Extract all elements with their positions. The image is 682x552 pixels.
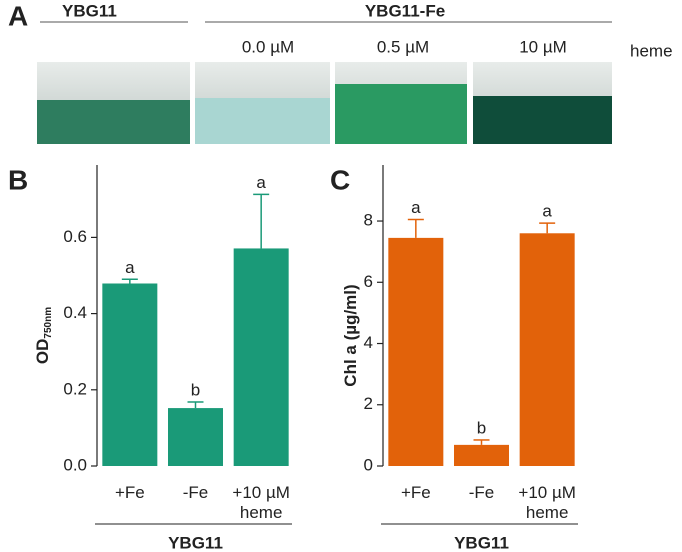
y-tick-label: 4 (364, 333, 373, 352)
significance-letter: a (125, 258, 135, 277)
significance-letter: b (477, 418, 486, 437)
panel-letter: B (8, 164, 28, 195)
condition-label: 0.5 µM (377, 37, 429, 56)
panel-letter: A (8, 0, 28, 31)
group-label: YBG11-Fe (365, 1, 445, 20)
error-bar (407, 218, 424, 238)
y-axis-label: OD750nm (33, 307, 53, 364)
bar (168, 408, 223, 466)
y-tick-label: 0 (364, 455, 373, 474)
y-tick-label: 8 (364, 211, 373, 230)
group-label: YBG11 (62, 1, 117, 20)
x-tick-label: +10 µM heme (232, 483, 290, 522)
y-tick-label: 0.2 (63, 379, 87, 398)
condition-label: 0.0 µM (242, 37, 294, 56)
error-bar (121, 278, 138, 284)
photos (37, 62, 612, 144)
x-tick-label: +Fe (114, 483, 145, 502)
condition-unit: heme (630, 41, 673, 60)
y-tick-label: 6 (364, 272, 373, 291)
significance-letter: a (411, 198, 421, 217)
bar (519, 233, 575, 466)
y-axis-label-text: Chl a (µg/ml) (341, 284, 360, 386)
error-bar (539, 222, 556, 234)
significance-letter: b (191, 380, 200, 399)
y-axis-label-sub: 750nm (43, 307, 54, 339)
x-tick-label: +Fe (400, 483, 431, 502)
y-tick-label: 0.0 (63, 455, 87, 474)
y-tick-label: 2 (364, 394, 373, 413)
bar (233, 248, 289, 466)
condition-label: 10 µM (519, 37, 567, 56)
group-label: YBG11 (168, 533, 223, 552)
x-tick-label: -Fe (468, 483, 495, 502)
significance-letter: a (256, 173, 266, 192)
group-label: YBG11 (454, 533, 509, 552)
error-bar (187, 401, 204, 409)
y-tick-label: 0.4 (63, 303, 87, 322)
significance-letter: a (542, 202, 552, 221)
error-bar (473, 439, 490, 445)
x-tick-label: -Fe (182, 483, 209, 502)
panel-letter: C (330, 164, 350, 195)
bar (388, 237, 444, 466)
y-axis-label-text: OD (33, 339, 52, 365)
bar (102, 283, 158, 466)
y-axis-label: Chl a (µg/ml) (341, 284, 360, 386)
error-bar (253, 193, 270, 249)
y-tick-label: 0.6 (63, 227, 87, 246)
x-tick-label: +10 µM heme (518, 483, 576, 522)
bar (454, 444, 509, 466)
